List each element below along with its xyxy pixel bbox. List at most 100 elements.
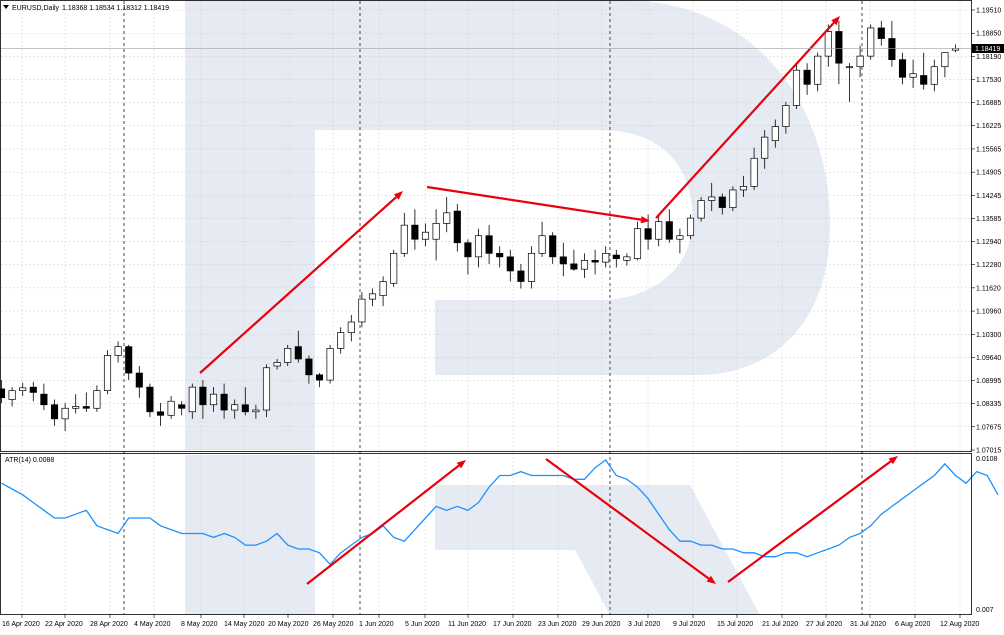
candle xyxy=(485,225,493,264)
date-tick-label: 5 Jun 2020 xyxy=(405,621,440,628)
price-tick-label: 1.12940 xyxy=(976,239,1001,246)
atr-indicator-label: ATR(14) 0.0088 xyxy=(5,457,54,464)
date-tick-label: 17 Jun 2020 xyxy=(493,621,532,628)
candle-body xyxy=(199,386,207,406)
candle xyxy=(623,253,631,266)
candle-body xyxy=(368,293,377,300)
candle-body xyxy=(40,393,48,406)
candle-body xyxy=(262,367,271,411)
date-tick-label: 15 Jul 2020 xyxy=(717,621,753,628)
atr-scale-bottom: 0.007 xyxy=(976,607,994,614)
candle-body xyxy=(0,388,6,399)
candle xyxy=(273,358,281,370)
candle-body xyxy=(877,27,885,39)
trend-arrow-shaft xyxy=(199,196,398,374)
watermark-shape-top xyxy=(185,0,830,450)
candle-body xyxy=(898,59,907,78)
symbol-dropdown-icon[interactable] xyxy=(3,5,9,9)
price-tick-label: 1.10960 xyxy=(976,309,1001,316)
candle xyxy=(686,214,695,240)
candle xyxy=(920,52,928,90)
candle xyxy=(782,101,790,134)
candle xyxy=(114,341,122,363)
candle xyxy=(103,350,112,395)
date-tick-label: 14 May 2020 xyxy=(224,621,265,628)
candle-body xyxy=(167,400,175,416)
trend-arrow xyxy=(727,456,898,583)
candle xyxy=(209,387,218,412)
candle xyxy=(909,59,917,88)
candle xyxy=(146,383,154,418)
candle-body xyxy=(485,235,493,254)
candle-body xyxy=(188,386,196,413)
trend-arrows-price xyxy=(199,16,840,374)
candle-body xyxy=(103,355,112,392)
price-tick-label: 1.15565 xyxy=(976,146,1001,153)
trend-arrow-shaft xyxy=(306,464,460,585)
date-tick-label: 21 Jul 2020 xyxy=(762,621,798,628)
candle-body xyxy=(909,73,917,78)
candle xyxy=(655,214,663,247)
price-tick-label: 1.19510 xyxy=(976,8,1001,15)
candle xyxy=(390,249,398,287)
date-tick-label: 12 Aug 2020 xyxy=(940,621,979,628)
symbol-label: EURUSD,Daily xyxy=(12,5,60,12)
candle-body xyxy=(178,404,186,409)
price-tick-label: 1.11620 xyxy=(976,285,1001,292)
price-tick-label: 1.10300 xyxy=(976,332,1001,339)
price-tick-label: 1.18850 xyxy=(976,31,1001,38)
candle-body xyxy=(612,254,620,259)
date-tick-label: 31 Jul 2020 xyxy=(850,621,886,628)
candle-body xyxy=(358,298,366,323)
candle-body xyxy=(920,75,928,85)
candle xyxy=(930,59,938,92)
candle xyxy=(835,20,843,85)
candle xyxy=(464,239,472,275)
candle-body xyxy=(538,235,546,254)
candle-body xyxy=(941,52,949,68)
candle-body xyxy=(814,55,822,85)
date-tick-label: 9 Jul 2020 xyxy=(673,621,705,628)
trend-arrow xyxy=(545,458,716,584)
candle xyxy=(125,344,133,381)
candle xyxy=(549,232,557,264)
trend-arrow-shaft xyxy=(545,458,710,580)
candle-body xyxy=(750,157,758,187)
candle-body xyxy=(61,407,69,420)
trend-arrows-atr xyxy=(306,456,898,585)
price-tick-label: 1.12280 xyxy=(976,262,1001,269)
candle-body xyxy=(337,332,345,349)
candle-body xyxy=(209,393,218,406)
candle xyxy=(761,130,769,169)
date-axis: 16 Apr 2020 22 Apr 2020 28 Apr 2020 4 May 2… xyxy=(2,614,979,628)
candle-body xyxy=(50,404,59,420)
candle xyxy=(188,383,196,419)
candle xyxy=(262,364,271,418)
candle xyxy=(326,344,334,384)
candle-body xyxy=(315,374,324,381)
trend-arrow-shaft xyxy=(727,460,892,583)
candle xyxy=(527,246,536,289)
candle xyxy=(496,246,504,268)
candle-body xyxy=(644,228,652,240)
candle xyxy=(135,366,143,398)
candle-body xyxy=(114,346,122,356)
candle-body xyxy=(559,256,567,265)
price-tick-label: 1.08335 xyxy=(976,401,1001,408)
trend-arrow xyxy=(426,185,650,224)
candle xyxy=(358,292,366,328)
candle xyxy=(803,63,811,95)
trend-arrow-head xyxy=(888,456,898,465)
candle-body xyxy=(570,263,578,270)
candle-body xyxy=(241,404,249,413)
price-tick-label: 1.14905 xyxy=(976,170,1001,177)
price-tick-label: 1.18190 xyxy=(976,54,1001,61)
candle xyxy=(771,119,779,148)
candle-body xyxy=(845,66,854,69)
candle xyxy=(538,221,546,257)
price-tick-label: 1.08995 xyxy=(976,378,1001,385)
candle-body xyxy=(792,69,801,106)
candle-body xyxy=(686,217,695,237)
grid xyxy=(1,1,971,614)
